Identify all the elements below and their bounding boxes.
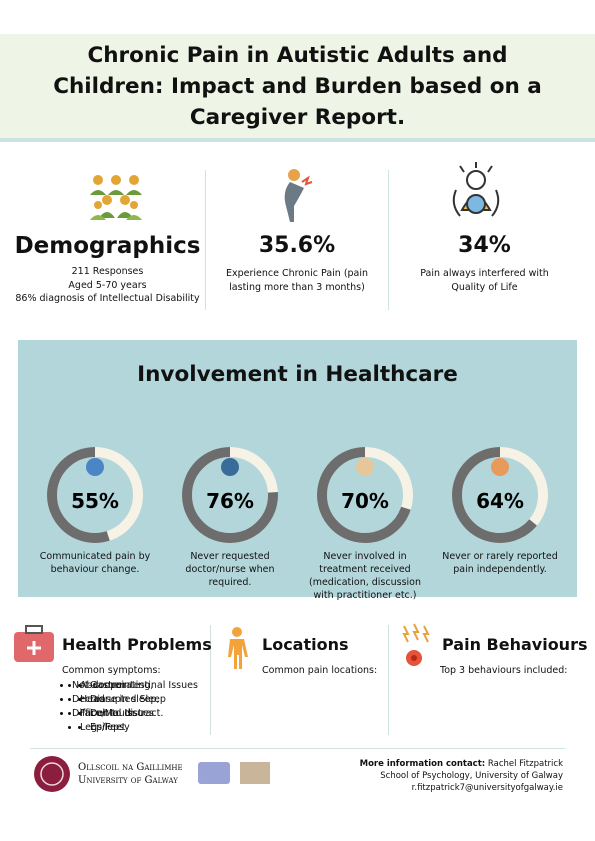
ring-arc — [182, 447, 278, 543]
rings: 55% 76% 70% 64% — [47, 447, 548, 543]
bullet-item: Head — [80, 693, 377, 707]
bullet-item: Epilepsy — [90, 721, 198, 735]
contact-line: More information contact: Rachel Fitzpat… — [360, 758, 563, 770]
contact-label: More information contact: — [359, 759, 486, 769]
ring-caption: Never or rarely reported pain independen… — [442, 551, 558, 575]
ring-arc — [47, 447, 143, 543]
back-pain-icon — [284, 169, 313, 222]
email: r.fitzpatrick7@universityofgalway.ie — [411, 783, 563, 793]
healthcare-panel: Involvement in Healthcare 55% 76% 70% 64% C… — [18, 340, 577, 601]
divider — [205, 170, 206, 310]
pain-icon — [402, 623, 430, 666]
ring-caption: Never involved in treatment received (me… — [309, 551, 421, 601]
section-heading: Locations — [262, 635, 349, 654]
ring-label: 76% — [206, 489, 254, 513]
bullet-list: AbdomenHeadFace/MouthLegs/Feet — [62, 679, 377, 735]
university-name: Ollscoil na Gaillimhe University of Galw… — [78, 761, 183, 787]
stat-line: Pain always interfered with Quality of L… — [420, 268, 549, 293]
body-icon — [228, 627, 248, 669]
stat-column: 35.6% Experience Chronic Pain (pain lasti… — [208, 233, 386, 294]
section-intro: Top 3 behaviours included: — [440, 665, 568, 676]
section-body: Common symptoms:Gastrointestinal IssuesD… — [62, 665, 198, 735]
ring-label: 55% — [71, 489, 119, 513]
stat-line: Aged 5-70 years — [68, 279, 147, 291]
stat-column: Demographics 211 Responses Aged 5-70 years… — [10, 233, 205, 306]
bullet-item: Gastrointestinal Issues — [90, 679, 198, 693]
title: Chronic Pain in Autistic Adults and Chil… — [53, 43, 542, 130]
section-heading: Pain Behaviours — [442, 635, 588, 654]
section-heading: Health Problems — [62, 635, 212, 654]
ring-arc — [317, 447, 413, 543]
bullet-item: Face/Mouth — [80, 707, 377, 721]
stat-column: 34% Pain always interfered with Quality o… — [392, 233, 577, 294]
bullet-item: Not–cooperating, — [72, 679, 567, 693]
top-icons — [90, 162, 500, 222]
university-irish: Ollscoil na Gaillimhe — [78, 762, 183, 773]
bullet-item: Abdomen — [80, 679, 377, 693]
bullet-item: Dental Issues — [90, 707, 198, 721]
divider — [388, 170, 389, 310]
stat-text: 211 Responses Aged 5-70 years 86% diagnosi… — [10, 265, 205, 306]
stress-icon — [452, 162, 500, 217]
bullet-item: Difficult to distract. — [72, 707, 567, 721]
section-body: Common pain locations: AbdomenHeadFace/Mo… — [80, 665, 378, 735]
partner-logo — [198, 762, 230, 784]
ring-icon — [491, 458, 509, 476]
stat-heading: Demographics — [14, 233, 201, 259]
bullet-list: Not–cooperating,Decrease in sleep,Diffic… — [54, 679, 567, 721]
section-body: Top 3 behaviours included: Not–cooperatin… — [72, 665, 568, 721]
university-crest — [34, 756, 70, 792]
bullet-item: Legs/Feet — [80, 721, 377, 735]
contact-name: Rachel Fitzpatrick — [487, 759, 563, 769]
divider — [210, 625, 211, 735]
divider — [388, 625, 389, 735]
ring-arc — [452, 447, 548, 543]
stat-heading: 35.6% — [258, 233, 336, 258]
bullet-item: Decrease in sleep, — [72, 693, 567, 707]
header: Chronic Pain in Autistic Adults and Chil… — [0, 34, 595, 142]
stat-line: 211 Responses — [71, 266, 144, 277]
stat-text: Experience Chronic Pain (pain lasting mo… — [208, 267, 386, 294]
university-english: University of Galway — [78, 775, 178, 786]
ring-icon — [86, 458, 104, 476]
ring-caption: Communicated pain by behaviour change. — [39, 551, 151, 575]
ring-label: 64% — [476, 489, 524, 513]
department: School of Psychology, University of Galw… — [380, 771, 563, 781]
stat-text: Pain always interfered with Quality of L… — [392, 267, 577, 294]
section-intro: Common pain locations: — [262, 665, 378, 676]
bullet-item: Disrupted Sleep — [90, 693, 198, 707]
medkit-icon — [14, 625, 54, 662]
ring-caption: Never requested doctor/nurse when requir… — [185, 551, 275, 588]
stat-line: 86% diagnosis of Intellectual Disability — [15, 293, 200, 304]
section-title: Involvement in Healthcare — [137, 362, 458, 387]
ring-icon — [221, 458, 239, 476]
bullet-list: Gastrointestinal IssuesDisrupted SleepDe… — [72, 679, 198, 735]
partner-logo — [240, 762, 270, 784]
ring-icon — [356, 458, 374, 476]
section-intro: Common symptoms: — [62, 665, 161, 676]
logos — [34, 756, 270, 792]
stat-heading: 34% — [458, 233, 511, 258]
contact: More information contact: Rachel Fitzpat… — [360, 758, 563, 794]
ring-label: 70% — [341, 489, 389, 513]
footer-divider — [30, 748, 565, 749]
people-icon — [90, 175, 142, 220]
stat-line: Experience Chronic Pain (pain lasting mo… — [225, 268, 369, 293]
section-icons — [14, 623, 430, 669]
